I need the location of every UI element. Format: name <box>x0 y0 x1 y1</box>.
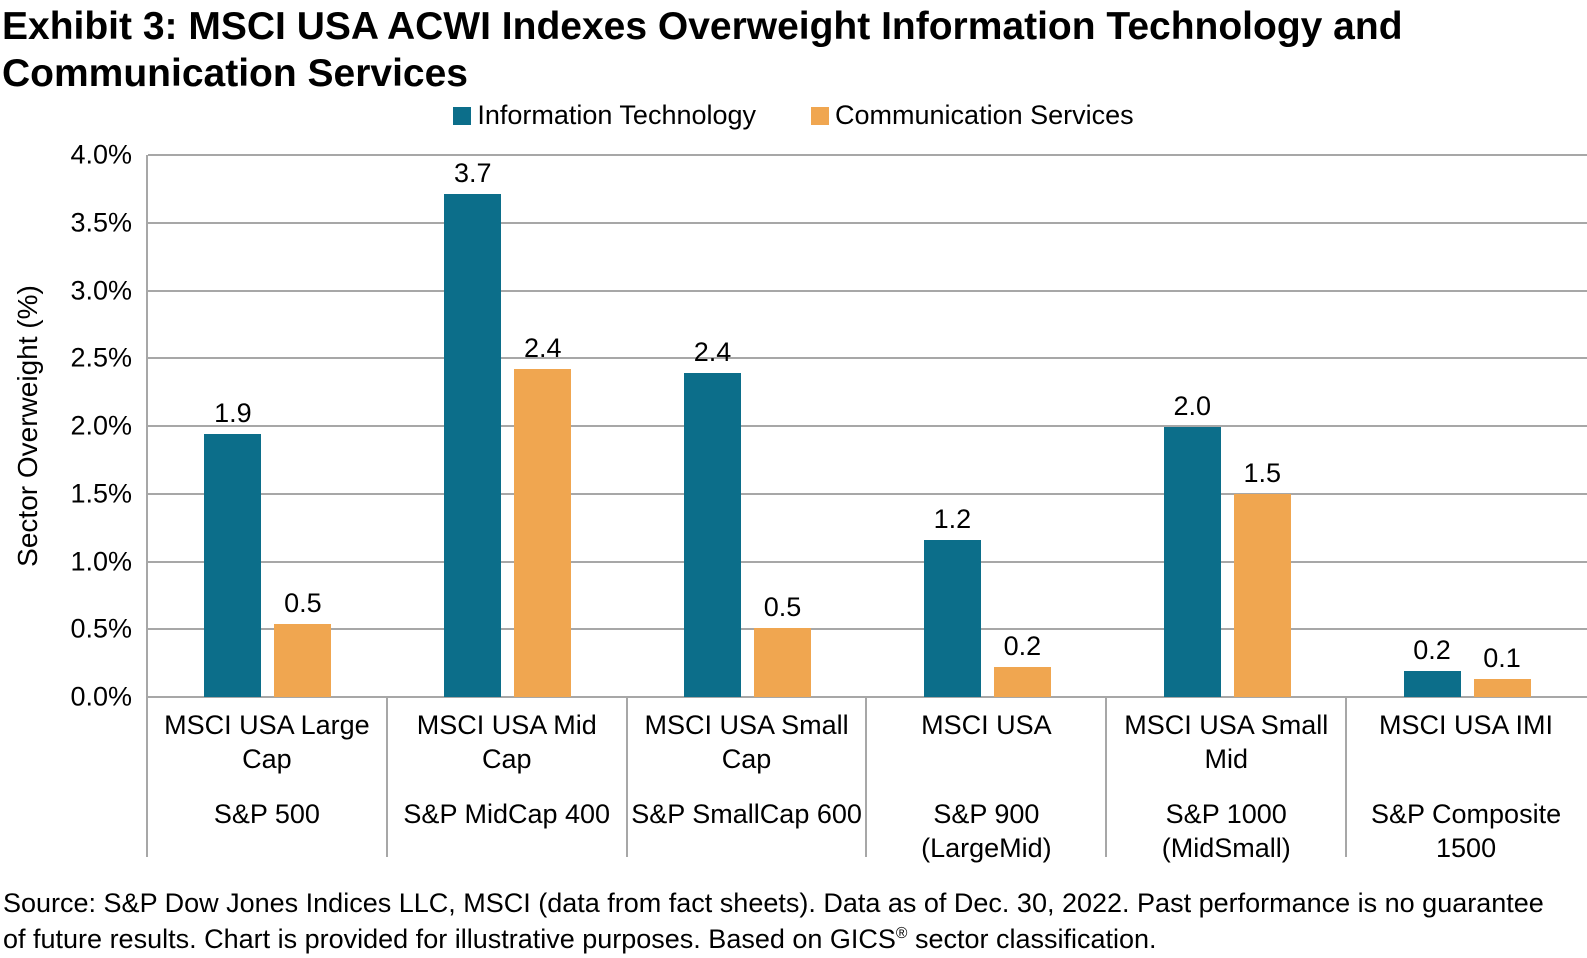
y-tick-label: 2.5% <box>70 342 132 373</box>
bar-group: 2.0 1.5 <box>1107 155 1347 697</box>
bar-communication-services: 2.4 <box>514 333 572 697</box>
y-tick-label: 2.0% <box>70 410 132 441</box>
category-index-label: MSCI USA Mid Cap <box>416 710 597 774</box>
bar-value-label: 1.2 <box>933 503 972 534</box>
bar-group: 1.2 0.2 <box>867 155 1107 697</box>
category-index-label: MSCI USA Small Cap <box>644 710 849 774</box>
bar-value-label: 1.9 <box>214 398 252 429</box>
bar-information-technology: 2.4 <box>684 337 742 697</box>
bar-communication-services: 0.5 <box>754 592 812 697</box>
bar-value-label: 0.5 <box>284 587 322 618</box>
bar-information-technology: 1.9 <box>204 398 262 697</box>
bar-group: 1.9 0.5 <box>148 155 388 697</box>
legend: Information Technology Communication Serv… <box>0 100 1587 131</box>
gridline <box>148 696 1587 698</box>
category-cell: MSCI USA Small Mid S&P 1000 (MidSmall) <box>1105 697 1345 863</box>
bar-value-label: 1.5 <box>1243 457 1281 488</box>
bar-communication-services: 0.5 <box>274 588 332 697</box>
bar-communication-services: 1.5 <box>1233 458 1291 697</box>
bar-communication-services: 0.1 <box>1473 643 1531 697</box>
bar-value-label: 0.2 <box>1413 635 1451 666</box>
bar-value-label: 0.1 <box>1483 643 1521 674</box>
bar-value-label: 2.4 <box>523 333 562 364</box>
bar-group: 0.2 0.1 <box>1347 155 1587 697</box>
y-tick-label: 0.5% <box>70 613 132 644</box>
x-axis-category-labels: MSCI USA Large Cap S&P 500 MSCI USA Mid Ca… <box>146 697 1585 863</box>
bar-group: 2.4 0.5 <box>628 155 868 697</box>
y-tick-label: 1.0% <box>70 546 132 576</box>
category-cell: MSCI USA Mid Cap S&P MidCap 400 <box>385 697 626 857</box>
category-benchmark-label: S&P Composite 1500 <box>1371 799 1562 863</box>
category-cell: MSCI USA Small Cap S&P SmallCap 600 <box>625 697 866 857</box>
gridline <box>148 560 1587 563</box>
bar-group: 3.7 2.4 <box>388 155 628 697</box>
category-index-label: MSCI USA IMI <box>1379 710 1554 740</box>
source-note: Source: S&P Dow Jones Indices LLC, MSCI … <box>3 886 1585 957</box>
category-benchmark-label: S&P 900 (LargeMid) <box>921 799 1052 863</box>
category-cell: MSCI USA S&P 900 (LargeMid) <box>865 697 1105 863</box>
y-tick-label: 0.0% <box>70 681 132 712</box>
y-tick-label: 3.5% <box>70 207 132 238</box>
y-tick-label: 1.5% <box>70 478 132 509</box>
bar-value-label: 2.4 <box>693 337 732 368</box>
y-tick-label: 3.0% <box>70 275 132 305</box>
gridline <box>148 492 1587 495</box>
source-note-text-end: sector classification. <box>907 923 1157 954</box>
bar-information-technology: 3.7 <box>444 158 502 697</box>
legend-label: Information Technology <box>477 100 757 130</box>
gridline <box>148 289 1587 292</box>
category-cell: MSCI USA IMI S&P Composite 1500 <box>1345 697 1585 863</box>
legend-label: Communication Services <box>835 100 1134 130</box>
legend-swatch-icon <box>811 106 830 125</box>
bar-series-container: 1.9 0.5 3.7 2.4 2.4 0.5 1.2 0.2 2.0 1.5 0.2 0.1 <box>148 155 1587 697</box>
category-index-label: MSCI USA <box>921 710 1052 740</box>
y-tick-label: 4.0% <box>70 139 132 170</box>
bar-communication-services: 0.2 <box>993 631 1051 697</box>
gridline <box>148 221 1587 224</box>
legend-item: Information Technology <box>453 100 756 131</box>
category-benchmark-label: S&P MidCap 400 <box>403 799 611 829</box>
legend-swatch-icon <box>453 106 472 125</box>
bar-value-label: 2.0 <box>1173 391 1211 422</box>
gridline <box>148 154 1587 156</box>
bar-value-label: 0.5 <box>763 591 802 622</box>
bar-information-technology: 2.0 <box>1163 391 1221 697</box>
registered-trademark-symbol: ® <box>895 924 908 942</box>
legend-item: Communication Services <box>811 100 1134 131</box>
category-index-label: MSCI USA Large Cap <box>164 710 370 774</box>
category-benchmark-label: S&P 1000 (MidSmall) <box>1161 799 1291 863</box>
category-benchmark-label: S&P 500 <box>213 799 320 829</box>
bar-information-technology: 1.2 <box>923 504 981 697</box>
plot-area: 1.9 0.5 3.7 2.4 2.4 0.5 1.2 0.2 2.0 1.5 0.2 0.1 <box>146 154 1587 698</box>
bar-value-label: 3.7 <box>453 158 492 189</box>
category-benchmark-label: S&P SmallCap 600 <box>631 799 862 829</box>
y-axis-tick-labels: 4.0% 3.5% 3.0% 2.5% 2.0% 1.5% 1.0% 0.5% 0.0% <box>0 140 132 712</box>
page-title: Exhibit 3: MSCI USA ACWI Indexes Overwei… <box>2 5 1403 95</box>
category-cell: MSCI USA Large Cap S&P 500 <box>146 697 386 857</box>
gridline <box>148 425 1587 427</box>
source-note-text: Source: S&P Dow Jones Indices LLC, MSCI … <box>3 888 1544 954</box>
category-index-label: MSCI USA Small Mid <box>1124 710 1329 774</box>
gridline <box>148 628 1587 631</box>
bar-information-technology: 0.2 <box>1403 635 1461 697</box>
bar-value-label: 0.2 <box>1003 631 1042 662</box>
gridline <box>148 357 1587 360</box>
